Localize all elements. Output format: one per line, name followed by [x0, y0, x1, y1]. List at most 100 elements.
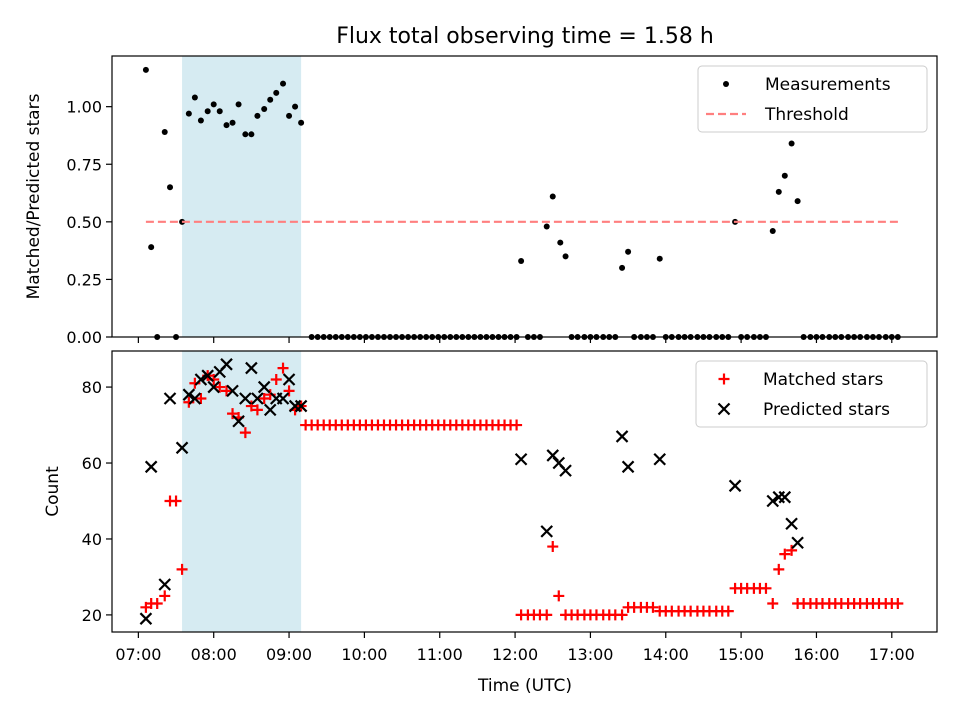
- data-point: [227, 408, 239, 420]
- y-axis-label: Matched/Predicted stars: [24, 93, 44, 299]
- x-tick-label: 12:00: [492, 645, 538, 664]
- data-point: [273, 89, 280, 96]
- data-point: [176, 563, 188, 575]
- axes-frame: [111, 350, 938, 633]
- legend-label: Matched stars: [763, 370, 883, 390]
- legend-label: Threshold: [764, 105, 849, 125]
- data-point: [785, 517, 798, 531]
- data-point: [786, 544, 798, 556]
- data-point: [254, 112, 261, 119]
- data-point: [188, 392, 202, 405]
- x-tick-label: 10:00: [341, 645, 387, 664]
- data-point: [280, 80, 287, 87]
- data-point: [220, 358, 233, 371]
- bottom-panel: 20 40 60 80 07:00 08:00 09:00 10:00 11:00 12:00 13…: [43, 350, 938, 664]
- data-point: [892, 598, 904, 610]
- data-point: [251, 392, 264, 405]
- data-point: [261, 105, 268, 112]
- legend-box: [697, 65, 928, 133]
- data-point: [158, 578, 172, 591]
- data-point: [144, 460, 158, 474]
- data-point: [621, 460, 635, 474]
- data-point: [214, 381, 226, 393]
- data-point: [540, 525, 554, 538]
- series-matched-stars: [140, 362, 904, 621]
- shaded-interval: [182, 56, 302, 337]
- data-point: [207, 380, 220, 394]
- data-point: [559, 464, 572, 477]
- legend-marker: [723, 81, 729, 87]
- y-tick-label: 80: [82, 378, 102, 397]
- data-point: [547, 541, 559, 553]
- y-tick-label: 0.50: [66, 213, 102, 232]
- data-point: [248, 131, 255, 138]
- x-tick-label: 08:00: [191, 645, 237, 664]
- data-point: [773, 563, 785, 575]
- data-point: [722, 605, 734, 617]
- y-tick-label: 0.75: [66, 155, 102, 174]
- data-point: [201, 369, 214, 382]
- legend-label: Predicted stars: [763, 400, 890, 420]
- data-point: [518, 257, 525, 264]
- data-point: [216, 108, 223, 115]
- data-point: [223, 122, 230, 129]
- x-axis-label: Time (UTC): [477, 676, 572, 696]
- data-point: [194, 373, 208, 386]
- data-point: [204, 108, 211, 115]
- data-point: [619, 264, 626, 271]
- data-point: [195, 392, 207, 404]
- data-point: [239, 392, 252, 405]
- data-point: [167, 184, 174, 191]
- data-point: [557, 239, 564, 246]
- data-point: [276, 392, 290, 405]
- data-point: [298, 119, 305, 126]
- data-point: [235, 101, 242, 108]
- data-point: [232, 414, 245, 428]
- x-tick-label: 15:00: [718, 645, 764, 664]
- data-point: [541, 609, 553, 621]
- data-point: [511, 419, 523, 431]
- data-point: [766, 494, 780, 508]
- data-point: [159, 590, 171, 602]
- y-tick-label: 40: [82, 530, 102, 549]
- data-point: [616, 609, 628, 621]
- data-point: [175, 441, 189, 455]
- data-point: [245, 361, 258, 375]
- y-axis-label: Count: [43, 466, 63, 517]
- data-point: [292, 103, 299, 110]
- axes-frame: [111, 55, 938, 338]
- data-point: [191, 94, 198, 101]
- data-point: [257, 380, 271, 394]
- data-point: [728, 479, 742, 493]
- x-tick-label: 09:00: [266, 645, 312, 664]
- data-point: [245, 400, 257, 412]
- data-point: [182, 388, 196, 401]
- x-tick-label: 14:00: [643, 645, 689, 664]
- data-point: [148, 244, 155, 251]
- data-point: [779, 548, 791, 560]
- x-tick-label: 16:00: [793, 645, 839, 664]
- legend-marker: [718, 373, 730, 385]
- data-point: [163, 392, 177, 405]
- data-point: [161, 129, 168, 136]
- chart-title: Flux total observing time = 1.58 h: [336, 24, 714, 49]
- data-point: [283, 385, 295, 397]
- data-point: [251, 404, 263, 416]
- data-point: [794, 198, 801, 205]
- legend: Matched stars Predicted stars: [695, 360, 928, 428]
- data-point: [767, 598, 779, 610]
- data-point: [258, 392, 270, 404]
- data-point: [151, 598, 163, 610]
- data-point: [781, 172, 788, 179]
- y-tick-label: 0.00: [66, 328, 102, 347]
- data-point: [546, 449, 560, 462]
- data-point: [514, 452, 528, 466]
- data-point: [294, 399, 308, 413]
- x-tick-label: 13:00: [567, 645, 613, 664]
- data-point: [788, 140, 795, 147]
- data-point: [791, 536, 804, 550]
- top-panel: 0.00 0.25 0.50 0.75 1.00 Matched/Predicted st…: [24, 55, 938, 347]
- data-point: [142, 66, 149, 73]
- data-point: [562, 253, 569, 260]
